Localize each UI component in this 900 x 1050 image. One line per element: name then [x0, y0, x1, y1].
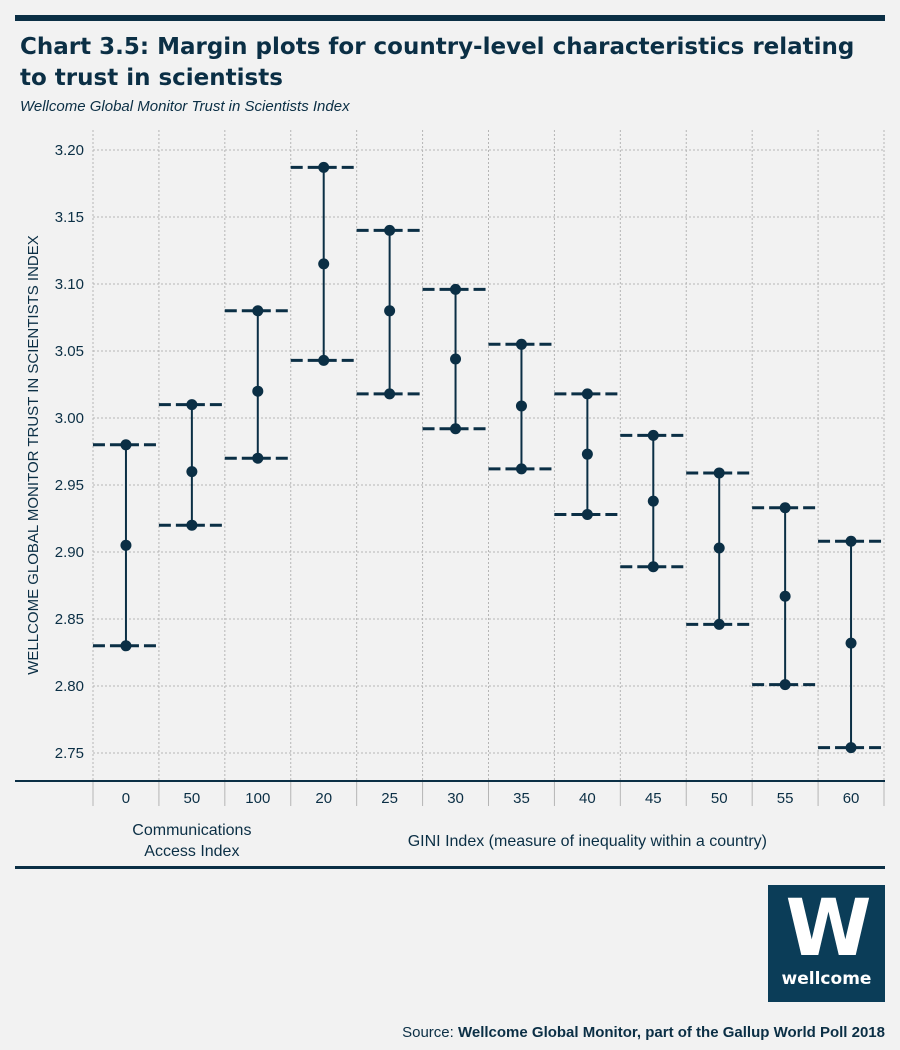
x-tick-label: 40: [579, 790, 596, 807]
y-tick-label: 2.80: [55, 678, 84, 695]
chart-title: Chart 3.5: Margin plots for country-leve…: [20, 34, 855, 91]
upper-bound-point: [713, 467, 725, 479]
y-tick-label: 2.90: [55, 544, 84, 561]
estimate-point: [713, 542, 725, 554]
lower-bound-point: [845, 742, 857, 754]
x-tick-label: 0: [122, 790, 130, 807]
upper-bound-point: [120, 439, 132, 451]
source-text: Wellcome Global Monitor, part of the Gal…: [457, 1024, 885, 1041]
x-tick-label: 100: [245, 790, 270, 807]
upper-bound-point: [581, 388, 593, 400]
estimate-point: [186, 466, 198, 478]
y-tick-label: 2.85: [55, 611, 84, 628]
lower-bound-point: [779, 679, 791, 691]
y-axis-label: WELLCOME GLOBAL MONITOR TRUST IN SCIENTI…: [25, 235, 42, 675]
upper-bound-point: [384, 224, 396, 236]
estimate-point: [581, 448, 593, 460]
estimate-point: [252, 385, 264, 397]
wellcome-logo: W wellcome: [768, 885, 885, 1002]
chart-subtitle: Wellcome Global Monitor Trust in Scienti…: [20, 98, 350, 115]
y-tick-label: 3.10: [55, 276, 84, 293]
lower-bound-point: [515, 463, 527, 475]
upper-bound-point: [318, 161, 330, 173]
lower-bound-point: [647, 561, 659, 573]
upper-bound-point: [845, 535, 857, 547]
upper-bound-point: [647, 429, 659, 441]
lower-bound-point: [318, 354, 330, 366]
estimate-point: [318, 258, 330, 270]
y-tick-label: 3.20: [55, 142, 84, 159]
x-tick-label: 45: [645, 790, 662, 807]
estimate-point: [120, 539, 132, 551]
estimate-point: [515, 400, 527, 412]
y-tick-label: 3.05: [55, 343, 84, 360]
group-label-communications: Communications Access Index: [132, 822, 251, 860]
upper-bound-point: [779, 502, 791, 514]
source-prefix: Source:: [402, 1024, 454, 1041]
lower-bound-point: [581, 508, 593, 520]
lower-bound-point: [450, 423, 462, 435]
top-rule: [15, 15, 885, 21]
bottom-rule: [15, 866, 885, 869]
lower-bound-point: [186, 519, 198, 531]
estimate-point: [450, 353, 462, 365]
group-label-gini: GINI Index (measure of inequality within…: [408, 833, 767, 850]
wellcome-logo-glyph: W: [785, 884, 871, 974]
x-tick-label: 30: [447, 790, 464, 807]
lower-bound-point: [384, 388, 396, 400]
upper-bound-point: [252, 305, 264, 317]
x-tick-label: 35: [513, 790, 530, 807]
x-tick-label: 60: [843, 790, 860, 807]
y-tick-label: 2.95: [55, 477, 84, 494]
estimate-point: [647, 495, 659, 507]
source-note: Source: Wellcome Global Monitor, part of…: [402, 1024, 885, 1041]
lower-bound-point: [120, 640, 132, 652]
lower-bound-point: [252, 452, 264, 464]
estimate-point: [384, 305, 396, 317]
upper-bound-point: [450, 283, 462, 295]
upper-bound-point: [186, 399, 198, 411]
x-tick-label: 20: [315, 790, 332, 807]
x-tick-label: 50: [184, 790, 201, 807]
lower-bound-point: [713, 618, 725, 630]
wellcome-logo-word: wellcome: [781, 969, 872, 989]
x-tick-label: 25: [381, 790, 398, 807]
estimate-point: [845, 637, 857, 649]
x-tick-label: 50: [711, 790, 728, 807]
y-tick-label: 3.15: [55, 209, 84, 226]
x-tick-label: 55: [777, 790, 794, 807]
y-tick-label: 2.75: [55, 745, 84, 762]
margin-plot-chart: 2.75 2.80 2.85 2.90 2.95 3.00 3.05 3.10 3.15 3.20…: [15, 130, 885, 860]
estimate-point: [779, 590, 791, 602]
upper-bound-point: [515, 338, 527, 350]
y-tick-label: 3.00: [55, 410, 84, 427]
